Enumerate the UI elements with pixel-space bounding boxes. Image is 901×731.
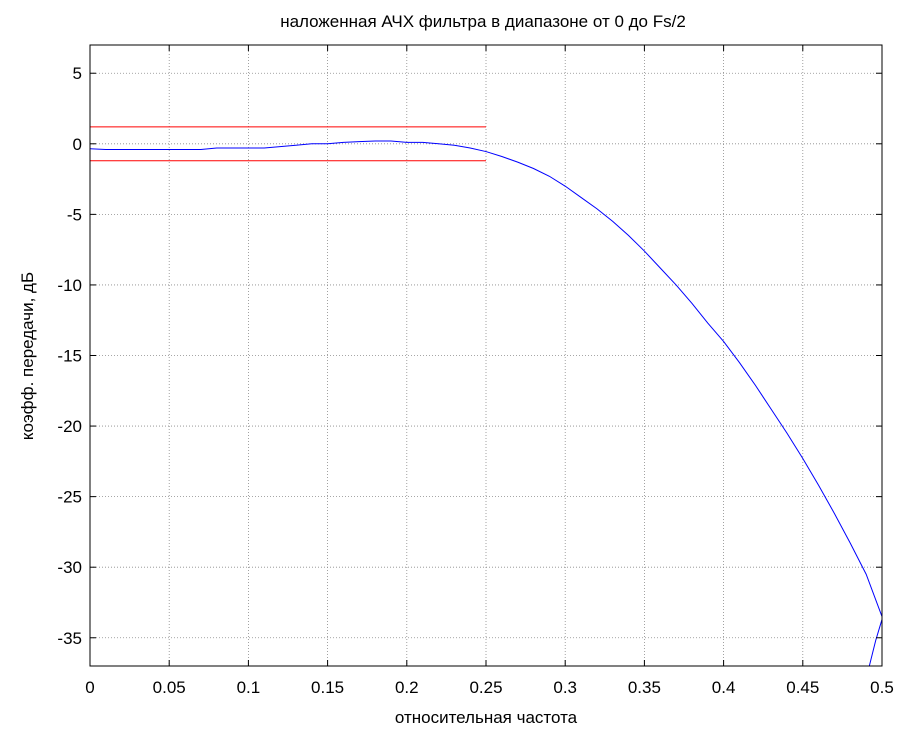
y-tick-labels: 5 0 -5 -10 -15 -20 -25 -30 -35 <box>57 64 82 648</box>
y-tick-label: -35 <box>57 629 82 648</box>
y-tick-label: -25 <box>57 488 82 507</box>
series-group <box>89 126 883 667</box>
y-tick-label: -15 <box>57 347 82 366</box>
x-tick-label: 0.5 <box>870 678 894 697</box>
y-tick-label: 0 <box>73 135 82 154</box>
y-tick-label: -20 <box>57 417 82 436</box>
x-tick-label: 0.4 <box>712 678 736 697</box>
x-tick-label: 0.1 <box>237 678 261 697</box>
y-axis-label: коэфф. передачи, дБ <box>18 272 37 440</box>
x-tick-label: 0.25 <box>469 678 502 697</box>
ticks <box>89 45 883 666</box>
x-tick-label: 0 <box>85 678 94 697</box>
chart-title: наложенная АЧХ фильтра в диапазоне от 0 … <box>280 12 686 31</box>
y-tick-label: -5 <box>67 205 82 224</box>
grid <box>90 45 882 666</box>
x-tick-label: 0.3 <box>553 678 577 697</box>
x-tick-label: 0.15 <box>311 678 344 697</box>
x-axis-label: относительная частота <box>395 708 578 727</box>
y-tick-label: -10 <box>57 276 82 295</box>
x-tick-label: 0.35 <box>628 678 661 697</box>
x-tick-label: 0.05 <box>153 678 186 697</box>
x-tick-label: 0.45 <box>786 678 819 697</box>
series-line-1 <box>89 140 883 617</box>
y-tick-label: 5 <box>73 64 82 83</box>
x-tick-labels: 0 0.05 0.1 0.15 0.2 0.25 0.3 0.35 0.4 0.45 0.5 <box>85 678 894 697</box>
y-tick-label: -30 <box>57 558 82 577</box>
x-tick-label: 0.2 <box>395 678 419 697</box>
series-line-2 <box>868 619 883 667</box>
